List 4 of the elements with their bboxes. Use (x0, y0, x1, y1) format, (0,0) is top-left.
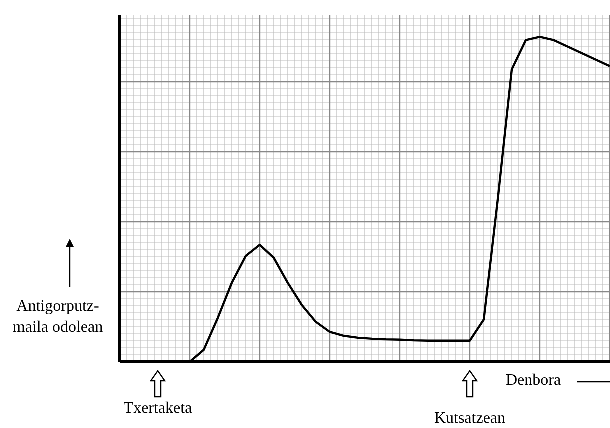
text: Txertaketa (122, 400, 194, 418)
x-axis-title: Denbora (506, 372, 562, 390)
text: Kutsatzean (433, 410, 507, 428)
y-axis-title: Antigorputz-maila odolean (12, 297, 104, 338)
